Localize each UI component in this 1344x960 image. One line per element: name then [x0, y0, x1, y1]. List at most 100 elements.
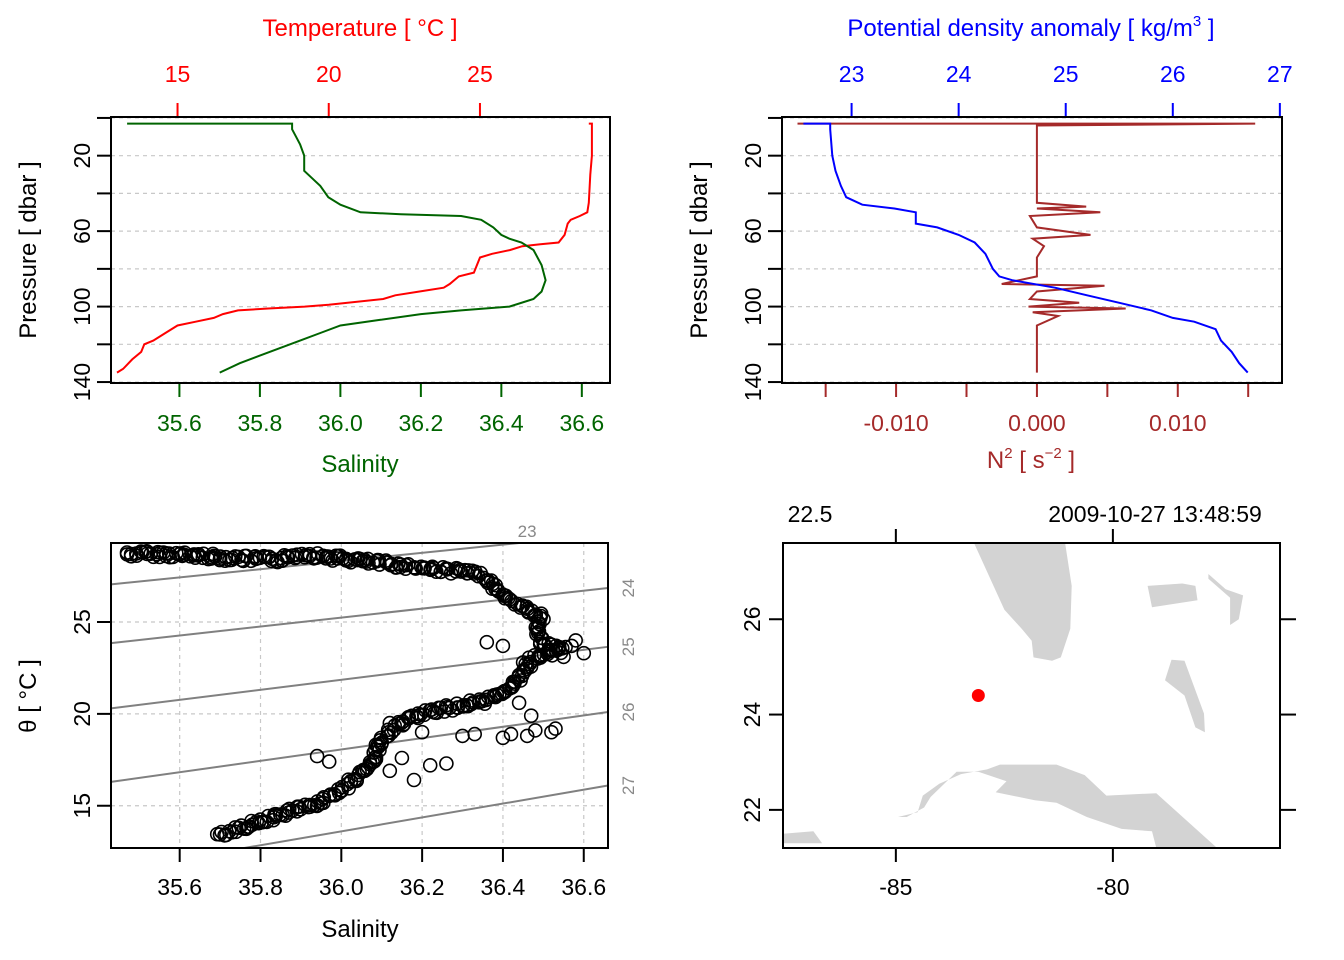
ts-point: [519, 728, 535, 744]
tick-label: 26: [739, 606, 765, 632]
ts-point: [422, 757, 438, 773]
n2-axis: -0.010 0.000 0.010: [824, 383, 1250, 436]
tick-label: 60: [740, 218, 766, 244]
ts-point: [414, 724, 430, 740]
tick-label: 20: [69, 701, 95, 727]
tick-label: -85: [879, 874, 912, 900]
ts-point: [256, 548, 272, 564]
tick-label: 25: [467, 61, 493, 87]
ts-point: [410, 710, 426, 726]
n2-axis-title: N2 [ s−2 ]: [987, 445, 1075, 474]
land-yucatan-tip: [783, 831, 823, 844]
ts-point: [349, 773, 365, 789]
ts-point: [407, 560, 422, 575]
station-marker: [971, 689, 985, 702]
tick-label: 36.0: [319, 874, 364, 900]
pressure-axis-title: Pressure [ dbar ]: [15, 161, 42, 338]
density-axis: 23 24 25 26 27: [839, 61, 1293, 117]
isopycnal-label: 25: [619, 637, 638, 656]
tick-label: 35.8: [238, 874, 283, 900]
land-abaco: [1208, 574, 1244, 625]
tick-label: 25: [1053, 61, 1079, 87]
tick-label: 20: [740, 143, 766, 169]
ts-point: [523, 708, 539, 724]
land-florida: [974, 543, 1072, 661]
ts-point: [406, 772, 422, 788]
map-timestamp-label: 2009-10-27 13:48:59: [1048, 501, 1262, 527]
tick-label: -80: [1096, 874, 1129, 900]
ts-point: [251, 815, 267, 831]
ts-point: [544, 724, 559, 740]
ts-point: [264, 553, 279, 569]
series-line-temperature: [116, 122, 593, 374]
tick-label: 140: [740, 363, 766, 401]
longitude-axis: -85 -80: [879, 529, 1130, 900]
ts-point: [382, 763, 398, 779]
plot-frame: [781, 116, 1283, 384]
tick-label: 35.8: [238, 410, 283, 436]
tick-label: 36.0: [318, 410, 363, 436]
tick-label: 27: [1267, 61, 1293, 87]
tick-label: 15: [69, 793, 95, 819]
ts-point: [341, 780, 357, 796]
plot-frame: [110, 116, 611, 384]
pressure-axis-title: Pressure [ dbar ]: [686, 161, 713, 338]
tick-label: -0.010: [863, 410, 928, 436]
tick-label: 36.4: [479, 410, 524, 436]
isopycnal-label: 23: [518, 522, 537, 541]
tick-label: 36.6: [561, 874, 606, 900]
tick-label: 100: [740, 287, 766, 325]
tick-label: 36.4: [481, 874, 526, 900]
ts-point: [279, 548, 295, 564]
density-n2-profile-panel: Potential density anomaly [ kg/m3 ] 23 24…: [686, 13, 1293, 474]
ts-point: [224, 552, 239, 568]
temperature-salinity-profile-panel: Temperature [ °C ] 15 20 25 35.6 35.8 36.0 36…: [15, 15, 611, 478]
isopycnal-lines: 23 24 25 26 27: [110, 522, 638, 849]
ts-point: [576, 645, 592, 661]
tick-label: 36.6: [559, 410, 604, 436]
ts-point: [185, 548, 201, 563]
salinity-axis-title: Salinity: [321, 916, 398, 943]
ts-point: [259, 814, 275, 830]
map-top-left-label: 22.5: [788, 501, 833, 527]
series-line-density: [803, 122, 1249, 374]
ts-point: [309, 748, 325, 764]
plot-frame: [110, 542, 609, 849]
n2-title-sup2: −2: [1045, 445, 1062, 462]
land-cuba: [898, 764, 1218, 848]
ts-gridlines: [111, 543, 608, 848]
ts-point: [503, 726, 519, 742]
ts-point: [439, 756, 454, 771]
n2-title-main: N: [987, 447, 1004, 474]
ts-point: [323, 787, 338, 802]
ts-point: [455, 728, 470, 744]
tick-label: 100: [69, 287, 95, 325]
isopycnal-line: [244, 784, 609, 849]
ts-points: [119, 543, 592, 843]
isopycnal-label: 27: [619, 776, 638, 795]
isopycnal-line: [110, 587, 609, 645]
land-andros: [1165, 659, 1205, 733]
pressure-gridlines: [111, 117, 610, 383]
isopycnal-label: 26: [619, 703, 638, 722]
tick-label: 26: [1160, 61, 1186, 87]
series-line-salinity: [127, 122, 547, 374]
ts-point: [515, 655, 531, 670]
tick-label: 25: [69, 609, 95, 635]
n2-title-sup: 2: [1004, 445, 1012, 462]
latitude-axis: 22 24 26: [739, 606, 1296, 823]
ts-point: [330, 551, 345, 566]
ts-point: [217, 553, 233, 569]
ts-point: [425, 559, 440, 575]
n2-title-mid: [ s: [1013, 447, 1045, 474]
ts-point: [548, 721, 563, 736]
ts-point: [394, 750, 410, 766]
density-title-sup: 3: [1193, 13, 1201, 30]
tick-label: 22: [739, 797, 765, 823]
plot-frame: [782, 542, 1281, 849]
profile-lines: [797, 122, 1256, 374]
pressure-gridlines: [782, 117, 1282, 383]
ts-point: [209, 826, 225, 842]
ts-point: [466, 566, 482, 581]
ts-point: [564, 638, 579, 654]
